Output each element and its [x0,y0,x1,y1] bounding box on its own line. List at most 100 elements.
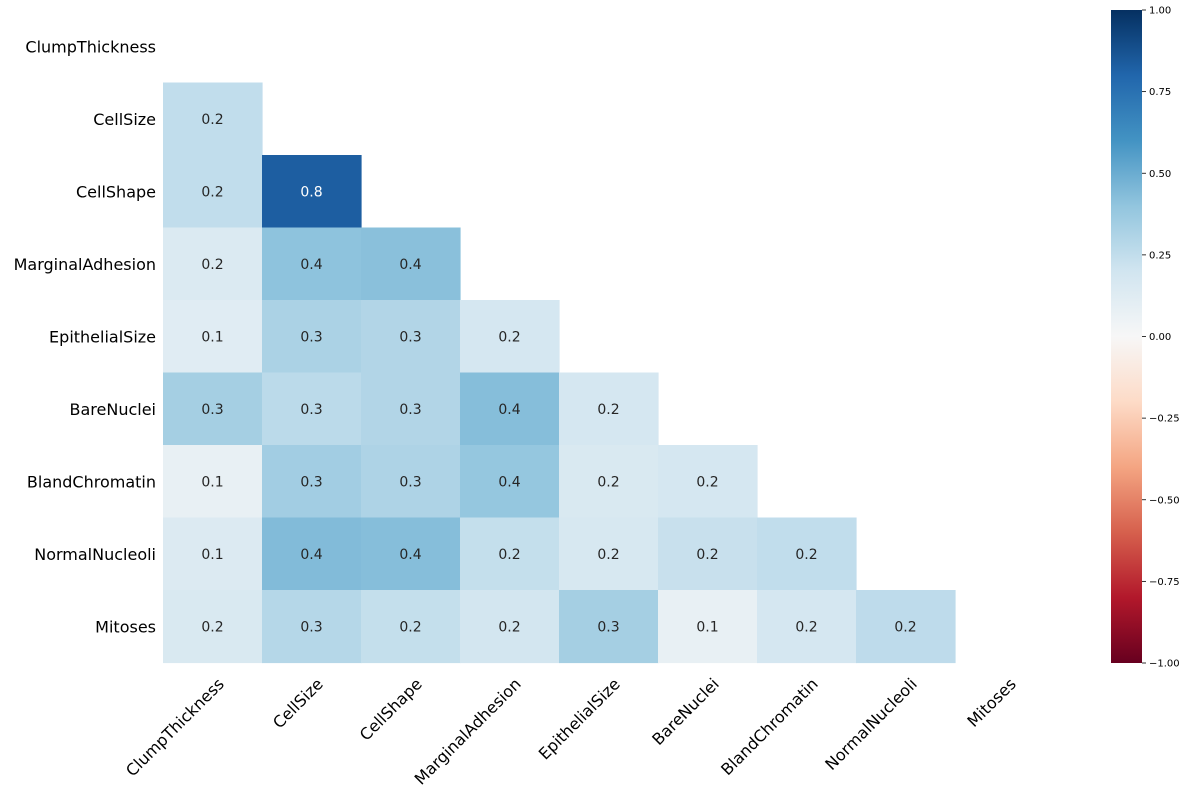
row-labels: ClumpThickness CellSize CellShape MarginalA… [14,37,156,636]
colorbar-tick-label: −0.75 [1149,577,1180,588]
column-label: MarginalAdhesion [411,674,525,788]
column-label: NormalNucleoli [821,674,921,774]
row-label: EpithelialSize [49,327,156,346]
cell-annotation: 0.1 [696,619,718,635]
heatmap-cell [361,590,461,664]
heatmap-cell [757,590,857,664]
heatmap-cell [262,155,362,229]
heatmap-cell [757,517,857,591]
row-label: BareNuclei [70,400,157,419]
heatmap-cell [163,517,263,591]
row-label: ClumpThickness [25,37,156,56]
row-label: BlandChromatin [27,472,156,491]
heatmap-cell [262,590,362,664]
heatmap-cell [163,155,263,229]
colorbar-tick-label: 0.00 [1149,332,1171,343]
heatmap-cell [658,590,758,664]
cell-annotation: 0.4 [399,257,421,273]
cell-annotation: 0.1 [201,474,223,490]
cell-annotation: 0.2 [696,547,718,563]
column-label: BlandChromatin [717,674,822,779]
heatmap-cell [460,372,560,446]
heatmap-cell [262,372,362,446]
colorbar-tick-label: −0.25 [1149,414,1180,425]
row-label: NormalNucleoli [34,545,156,564]
column-label: Mitoses [963,674,1019,730]
heatmap-cell [262,227,362,301]
heatmap-cell [163,590,263,664]
cell-annotation: 0.2 [498,619,520,635]
colorbar: 1.00 0.75 0.50 0.25 0.00 −0.25 −0.50 −0.75 −1.00 [1111,6,1180,670]
cell-annotation: 0.3 [300,619,322,635]
cell-annotation: 0.2 [597,474,619,490]
colorbar-tick-label: −0.50 [1149,495,1180,506]
row-label: Mitoses [95,617,156,636]
colorbar-tick-label: 0.75 [1149,87,1171,98]
heatmap-cell [460,300,560,374]
heatmap-cell [262,445,362,519]
cell-annotation: 0.3 [201,402,223,418]
cell-annotation: 0.4 [498,402,520,418]
cell-annotation: 0.8 [300,184,322,200]
cell-annotation: 0.4 [399,547,421,563]
heatmap-cell [460,590,560,664]
cell-annotation: 0.4 [498,474,520,490]
cell-annotation: 0.2 [795,547,817,563]
row-label: MarginalAdhesion [14,255,156,274]
colorbar-tick-label: 1.00 [1149,6,1171,17]
heatmap-cell [856,590,956,664]
heatmap-cell [658,445,758,519]
colorbar-gradient [1111,10,1142,663]
cell-annotation: 0.4 [300,547,322,563]
heatmap-cell [163,445,263,519]
colorbar-ticks: 1.00 0.75 0.50 0.25 0.00 −0.25 −0.50 −0.75 −1.00 [1142,6,1180,670]
cell-annotation: 0.3 [300,474,322,490]
heatmap-cell [361,372,461,446]
column-label: EpithelialSize [535,674,624,763]
cell-annotation: 0.2 [696,474,718,490]
heatmap-cell [658,517,758,591]
cell-annotation: 0.2 [498,547,520,563]
cell-annotation: 0.2 [201,619,223,635]
heatmap-cell [559,372,659,446]
column-labels: ClumpThickness CellSize CellShapeMarginalA… [122,674,1020,788]
cell-annotation: 0.2 [894,619,916,635]
heatmap-cell [163,300,263,374]
heatmap-cell [361,227,461,301]
heatmap-cell [460,517,560,591]
heatmap-cell [163,227,263,301]
heatmap-cell [460,445,560,519]
heatmap-cell [163,82,263,156]
cell-annotation: 0.1 [201,329,223,345]
column-label: BareNuclei [648,674,723,749]
cell-annotation: 0.4 [300,257,322,273]
colorbar-tick-label: −1.00 [1149,659,1180,670]
column-label: CellShape [356,674,426,744]
column-label: CellSize [269,674,327,732]
heatmap-cell [262,517,362,591]
colorbar-tick-label: 0.25 [1149,250,1171,261]
cell-annotation: 0.2 [399,619,421,635]
cell-annotation: 0.3 [399,474,421,490]
row-label: CellSize [93,110,156,129]
heatmap-cell [559,590,659,664]
cell-annotation: 0.2 [597,547,619,563]
cell-annotation: 0.2 [795,619,817,635]
column-label: ClumpThickness [122,674,228,780]
cell-annotation: 0.2 [201,112,223,128]
cell-annotation: 0.3 [300,329,322,345]
colorbar-tick-label: 0.50 [1149,169,1171,180]
cell-annotation: 0.2 [498,329,520,345]
cell-annotation: 0.1 [201,547,223,563]
cell-annotation: 0.3 [300,402,322,418]
heatmap-cells: 0.2 0.2 0.8 0.2 0.4 0.4 0.1 0.3 0.3 0.2 0.3 0.3 0.3 0… [163,82,956,664]
cell-annotation: 0.3 [399,402,421,418]
heatmap-cell [361,300,461,374]
cell-annotation: 0.2 [201,257,223,273]
cell-annotation: 0.2 [597,402,619,418]
cell-annotation: 0.2 [201,184,223,200]
heatmap-cell [559,445,659,519]
heatmap-cell [163,372,263,446]
heatmap-cell [262,300,362,374]
